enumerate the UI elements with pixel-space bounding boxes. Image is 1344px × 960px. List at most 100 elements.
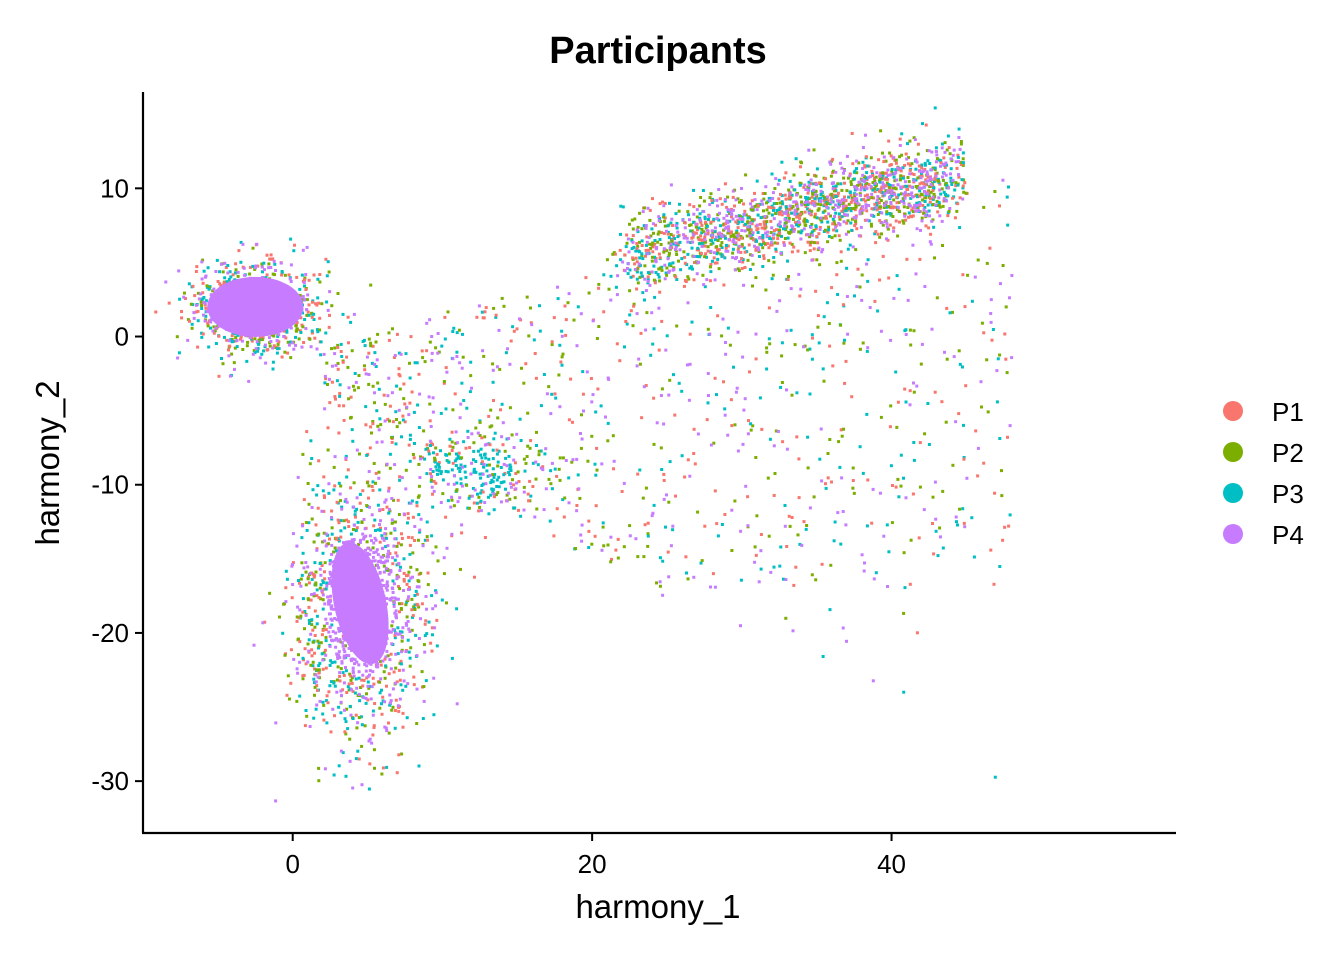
- data-point-p2: [860, 210, 864, 214]
- data-point-p4: [663, 277, 667, 281]
- data-point-p3: [178, 297, 182, 301]
- data-point-p4: [736, 250, 740, 254]
- data-point-p2: [830, 192, 834, 196]
- data-point-p1: [724, 222, 727, 226]
- data-point-p3: [759, 567, 763, 571]
- data-point-p4: [934, 174, 938, 178]
- data-point-p3: [678, 240, 682, 244]
- data-point-p2: [909, 343, 913, 347]
- data-point-p2: [365, 540, 369, 544]
- data-point-p1: [918, 257, 922, 261]
- data-point-p4: [296, 671, 300, 675]
- data-point-p2: [628, 222, 631, 226]
- data-point-p1: [927, 226, 931, 230]
- data-point-p2: [731, 251, 735, 255]
- data-point-p1: [632, 304, 636, 308]
- data-point-p2: [448, 452, 451, 456]
- data-point-p4: [331, 630, 335, 634]
- data-point-p4: [341, 644, 345, 648]
- data-point-p4: [421, 544, 425, 548]
- data-point-p1: [311, 300, 314, 304]
- data-point-p1: [853, 224, 857, 228]
- data-point-p1: [962, 457, 966, 461]
- data-point-p1: [323, 496, 326, 499]
- data-point-p4: [834, 170, 838, 174]
- data-point-p4: [352, 312, 356, 316]
- data-point-p4: [289, 263, 293, 267]
- data-point-p4: [375, 661, 379, 665]
- data-point-p3: [696, 246, 700, 250]
- data-point-p1: [191, 284, 195, 288]
- data-point-p3: [553, 467, 557, 471]
- data-point-p4: [385, 582, 389, 586]
- data-point-p2: [908, 328, 912, 332]
- data-point-p3: [275, 351, 279, 355]
- data-point-p1: [873, 177, 876, 181]
- data-point-p2: [526, 411, 530, 415]
- data-point-p3: [502, 473, 506, 477]
- data-point-p3: [261, 270, 264, 274]
- data-point-p2: [933, 168, 937, 172]
- data-point-p1: [763, 224, 767, 228]
- data-point-p3: [316, 484, 320, 488]
- data-point-p4: [368, 737, 372, 741]
- data-point-p1: [336, 367, 340, 371]
- data-point-p3: [671, 261, 675, 265]
- data-point-p3: [830, 194, 834, 198]
- data-point-p1: [480, 436, 484, 440]
- data-point-p2: [336, 343, 340, 347]
- data-point-p2: [638, 240, 641, 244]
- data-point-p2: [700, 559, 704, 563]
- data-point-p3: [697, 226, 701, 230]
- data-point-p1: [633, 262, 637, 266]
- data-point-p2: [595, 468, 599, 472]
- data-point-p4: [401, 668, 405, 672]
- data-point-p1: [887, 276, 891, 280]
- data-point-p4: [715, 198, 719, 202]
- data-point-p4: [211, 329, 215, 333]
- data-point-p1: [867, 183, 871, 187]
- data-point-p1: [741, 260, 745, 264]
- data-point-p4: [274, 721, 278, 725]
- data-point-p4: [819, 199, 823, 203]
- data-point-p1: [863, 218, 867, 222]
- data-point-p3: [905, 184, 909, 188]
- data-point-p1: [872, 196, 875, 200]
- data-point-p2: [921, 198, 925, 202]
- data-point-p1: [293, 243, 296, 247]
- data-point-p3: [878, 211, 882, 214]
- data-point-p2: [371, 420, 375, 423]
- data-point-p3: [337, 481, 341, 485]
- data-point-p4: [795, 204, 799, 208]
- data-point-p2: [855, 171, 859, 175]
- data-point-p1: [926, 175, 930, 179]
- data-point-p3: [424, 447, 428, 451]
- data-point-p4: [394, 613, 398, 617]
- data-point-p4: [753, 244, 756, 248]
- data-point-p3: [494, 315, 498, 319]
- data-point-p2: [314, 581, 318, 585]
- data-point-p1: [795, 209, 799, 213]
- data-point-p1: [483, 536, 487, 539]
- data-point-p3: [956, 155, 960, 159]
- data-point-p3: [511, 325, 515, 329]
- data-point-p3: [423, 538, 427, 542]
- data-point-p4: [819, 216, 823, 220]
- data-point-p4: [645, 240, 649, 244]
- data-point-p3: [689, 229, 693, 233]
- data-point-p2: [387, 331, 391, 335]
- data-point-p2: [784, 616, 788, 620]
- data-point-p3: [887, 183, 891, 187]
- data-point-p4: [776, 182, 780, 186]
- data-point-p2: [817, 207, 821, 211]
- data-point-p3: [619, 204, 623, 208]
- data-point-p1: [917, 536, 921, 540]
- data-point-p2: [931, 495, 935, 499]
- data-point-p2: [638, 362, 642, 366]
- data-point-p1: [415, 592, 419, 596]
- data-point-p4: [393, 527, 397, 531]
- data-point-p3: [223, 276, 227, 280]
- data-point-p4: [861, 208, 865, 212]
- data-point-p3: [904, 400, 908, 404]
- data-point-p1: [964, 384, 968, 388]
